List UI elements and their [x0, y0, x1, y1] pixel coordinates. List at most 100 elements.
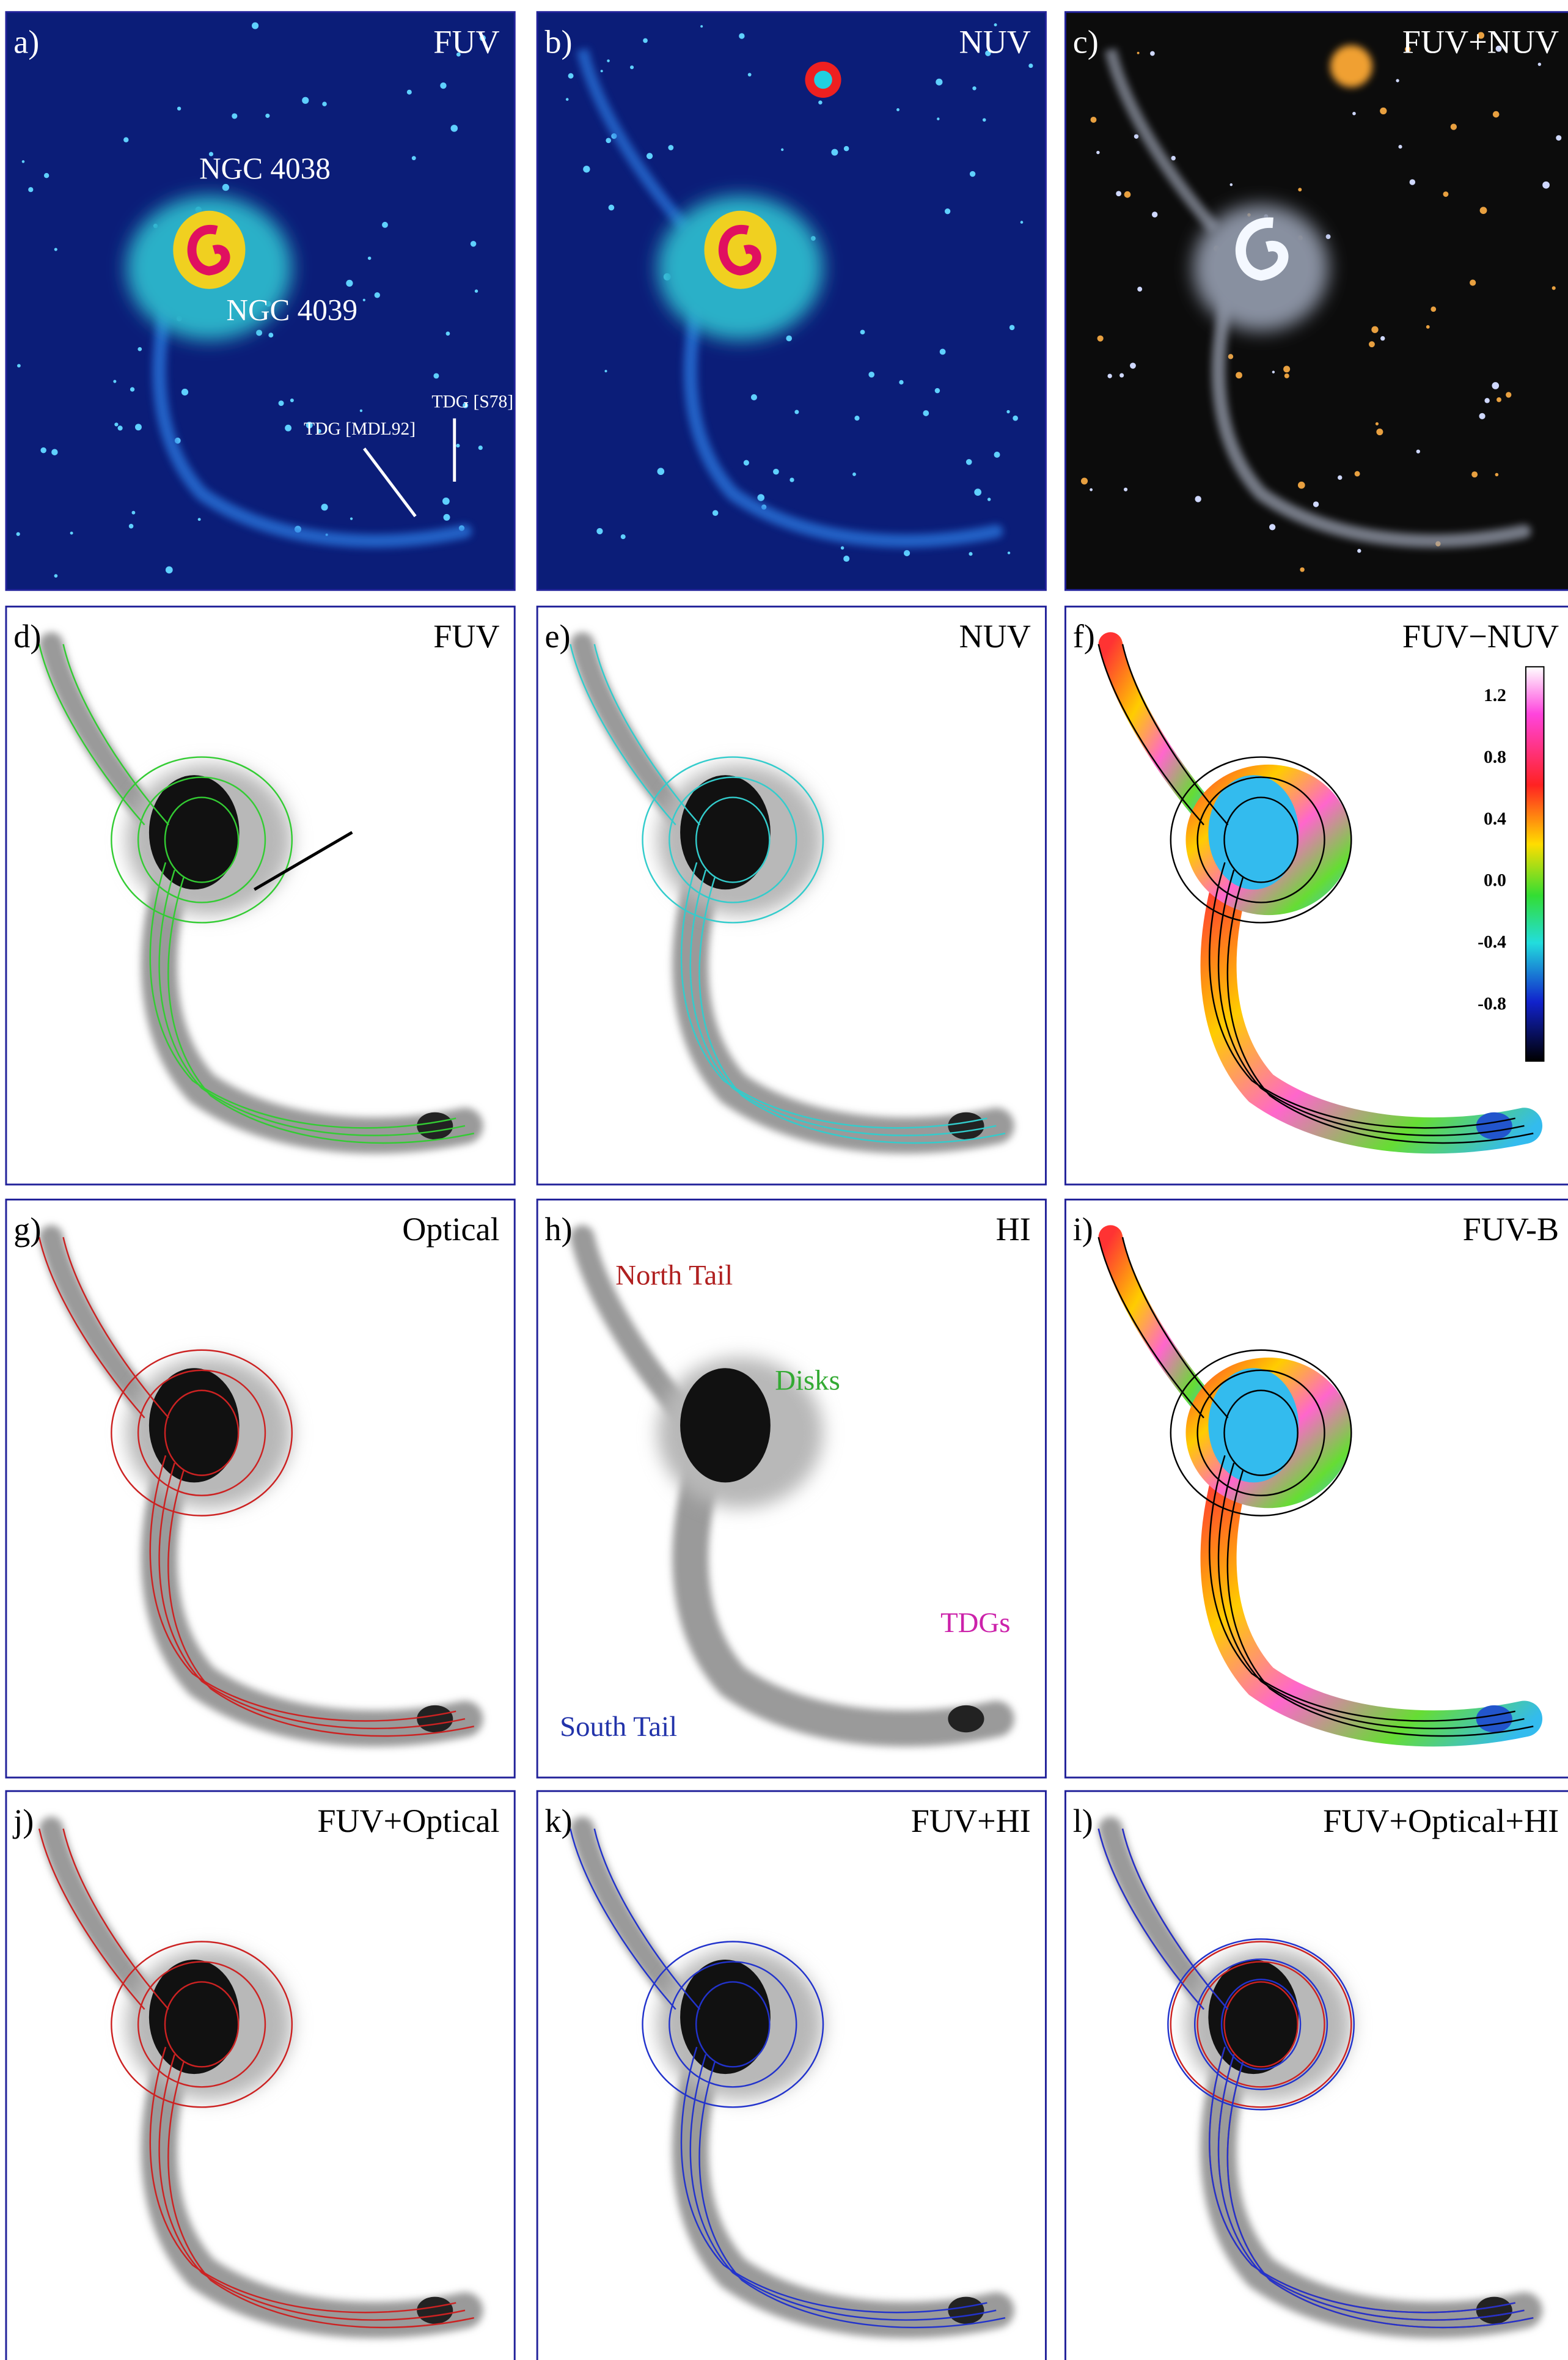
star — [1506, 392, 1511, 397]
star — [44, 173, 49, 178]
panel-title: FUV−NUV — [1402, 618, 1559, 655]
star — [757, 494, 764, 501]
star — [1124, 488, 1127, 491]
annotation: TDGs — [940, 1607, 1010, 1639]
panel-title: NUV — [959, 618, 1030, 655]
star — [444, 514, 450, 521]
star — [904, 550, 910, 556]
star — [54, 574, 58, 578]
panel: c)FUV+NUV — [1065, 12, 1568, 590]
star — [854, 416, 859, 421]
star — [181, 389, 188, 395]
panel-label: e) — [544, 618, 570, 655]
bright-star — [814, 71, 832, 89]
star — [16, 532, 20, 536]
star — [1119, 373, 1124, 378]
star — [781, 149, 783, 151]
panel-label: f) — [1073, 618, 1095, 655]
tdg — [1476, 1112, 1512, 1139]
star — [433, 373, 439, 378]
star — [568, 73, 574, 79]
star — [113, 380, 116, 383]
star — [609, 205, 615, 211]
star — [668, 145, 673, 150]
star — [1028, 64, 1033, 68]
star — [773, 469, 779, 475]
star — [17, 364, 21, 367]
panel-label: i) — [1073, 1211, 1093, 1248]
star — [1426, 325, 1430, 329]
star — [1396, 79, 1399, 82]
panel-title: HI — [996, 1211, 1031, 1248]
star — [321, 504, 328, 510]
star — [935, 388, 940, 393]
star — [1137, 52, 1140, 54]
star — [252, 23, 258, 29]
star — [1376, 422, 1379, 425]
tdg — [1476, 1705, 1512, 1732]
star — [1300, 567, 1304, 572]
panel-title: FUV+HI — [911, 1803, 1031, 1839]
star — [1471, 471, 1478, 477]
annotation: TDG [MDL92] — [304, 419, 416, 439]
star — [290, 399, 294, 402]
panel: i) FUV-B — [1065, 1200, 1568, 1778]
panel-title: FUV+NUV — [1402, 23, 1559, 60]
page: a)FUVNGC 4038NGC 4039TDG [MDL92]TDG [S78… — [0, 0, 1568, 2360]
panel: g)Optical — [6, 1200, 515, 1778]
colorbar-tick-label: -0.8 — [1478, 994, 1506, 1014]
star — [601, 70, 603, 72]
star — [860, 329, 865, 334]
star — [40, 447, 46, 453]
star — [818, 100, 822, 104]
star — [446, 331, 450, 336]
panel: b)NUV — [537, 12, 1046, 590]
star — [945, 208, 950, 214]
star — [1380, 108, 1387, 114]
star — [1556, 135, 1561, 141]
panel-title: FUV+Optical+HI — [1323, 1803, 1559, 1839]
star — [994, 452, 1000, 458]
panel: h)HINorth TailDisksTDGsSouth Tail — [537, 1200, 1046, 1778]
star — [1470, 279, 1476, 285]
star — [322, 101, 327, 106]
star — [940, 349, 946, 355]
star — [1107, 373, 1112, 378]
star — [596, 528, 603, 534]
star — [936, 79, 942, 86]
panel-label: b) — [544, 23, 572, 60]
star — [1495, 473, 1499, 477]
panel: l)FUV+Optical+HI — [1065, 1791, 1568, 2360]
star — [1326, 234, 1331, 239]
star — [137, 347, 142, 351]
star — [114, 422, 118, 426]
star — [440, 83, 446, 89]
colorbar-tick-label: 1.2 — [1484, 686, 1506, 705]
star — [843, 556, 849, 562]
star — [748, 73, 752, 76]
star — [1020, 221, 1024, 224]
star — [583, 166, 590, 172]
star — [363, 299, 365, 301]
tdg — [948, 1705, 984, 1732]
annotation: Disks — [775, 1365, 840, 1397]
star — [1538, 63, 1541, 66]
star — [132, 511, 136, 515]
panel-title: FUV-B — [1463, 1211, 1559, 1248]
panel-label: j) — [12, 1803, 34, 1839]
star — [841, 546, 844, 550]
colorbar — [1526, 667, 1544, 1061]
star — [302, 97, 309, 104]
annotation: NGC 4038 — [199, 152, 331, 185]
star — [896, 108, 899, 111]
star — [1443, 191, 1449, 197]
star — [1398, 145, 1402, 149]
star — [647, 153, 653, 159]
star — [51, 449, 57, 455]
star — [1009, 325, 1015, 331]
star — [1013, 416, 1018, 421]
star — [382, 222, 388, 228]
figure: a)FUVNGC 4038NGC 4039TDG [MDL92]TDG [S78… — [0, 0, 1568, 2360]
star — [28, 187, 33, 192]
